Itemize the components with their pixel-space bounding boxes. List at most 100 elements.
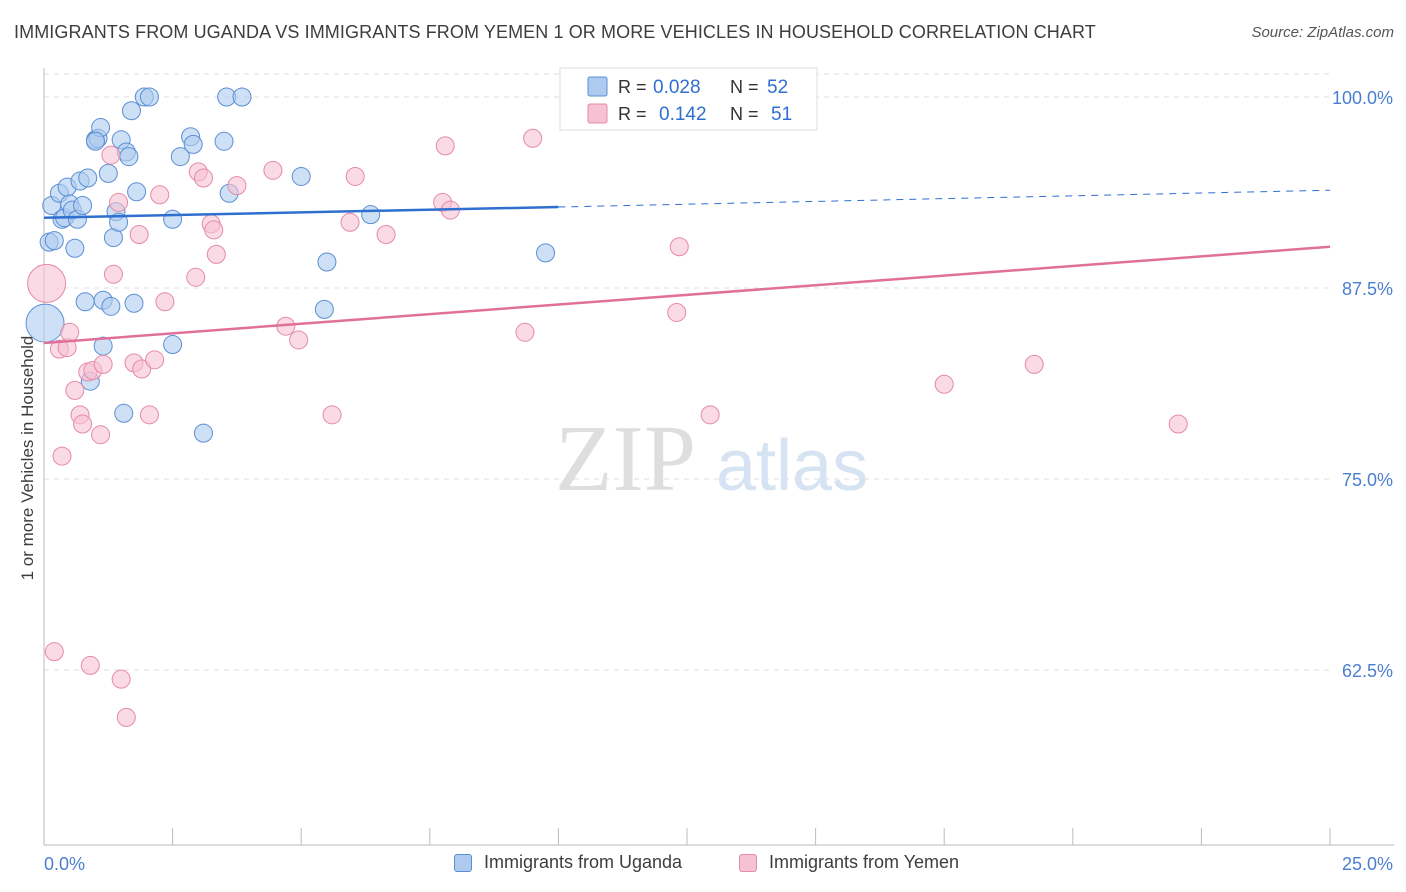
legend-item-uganda[interactable]: Immigrants from Uganda [454,852,682,873]
legend-label-uganda: Immigrants from Uganda [484,852,683,872]
yemen-point-17 [111,669,131,689]
yemen-point-15 [103,264,123,284]
yemen-point-39 [376,225,396,245]
uganda-point-10 [65,238,85,258]
uganda-point-14 [75,292,95,312]
uganda-point-45 [291,166,311,186]
yemen-trend-line [43,245,1331,345]
uganda-point-48 [361,205,381,225]
yemen-point-48 [934,374,954,394]
yemen-point-1 [44,642,64,662]
uganda-point-3 [44,231,64,251]
legend-swatch-yemen-bottom [739,853,757,872]
yemen-point-49 [1024,354,1044,374]
yemen-point-24 [150,185,170,205]
source-attribution: Source: ZipAtlas.com [1251,24,1394,41]
yemen-point-46 [667,302,687,322]
gridlines [44,73,1330,671]
legend-item-yemen[interactable]: Immigrants from Yemen [739,852,959,873]
yemen-point-32 [227,176,247,196]
y-tick-label-0: 62.5% [1342,661,1393,681]
yemen-point-31 [206,244,226,264]
uganda-point-25 [109,212,129,232]
uganda-point-13 [73,195,93,215]
legend-r-label-yemen: R = [618,104,647,124]
yemen-point-13 [93,354,113,374]
watermark-zip: ZIP [555,407,696,511]
uganda-point-15 [78,168,98,188]
watermark-atlas: atlas [716,426,868,506]
legend-label-yemen: Immigrants from Yemen [769,852,960,872]
yemen-point-12 [91,425,111,445]
uganda-point-47 [317,252,337,272]
uganda-point-44 [232,87,252,107]
yemen-point-20 [129,225,149,245]
chart-title: IMMIGRANTS FROM UGANDA VS IMMIGRANTS FRO… [14,22,1096,42]
legend-n-label-yemen: N = [730,104,759,124]
yemen-point-6 [65,380,85,400]
yemen-point-16 [109,192,129,212]
yemen-point-22 [139,405,159,425]
y-tick-label-1: 75.0% [1342,470,1393,490]
yemen-point-38 [345,166,365,186]
uganda-point-27 [114,403,134,423]
yemen-point-18 [116,707,136,727]
y-tick-label-2: 87.5% [1342,279,1393,299]
yemen-point-43 [515,322,535,342]
trend-lines [43,189,1331,345]
uganda-point-21 [98,163,118,183]
uganda-point-32 [127,182,147,202]
uganda-point-39 [183,134,203,154]
legend-swatch-uganda-bottom [454,853,472,872]
uganda-point-41 [214,131,234,151]
uganda-point-31 [124,293,144,313]
yemen-point-10 [80,655,100,675]
uganda-point-36 [163,209,183,229]
yemen-point-23 [145,350,165,370]
uganda-point-0 [25,303,65,343]
legend-swatch-yemen [587,103,608,124]
uganda-point-30 [121,101,141,121]
uganda-point-29 [119,147,139,167]
yemen-point-3 [52,446,72,466]
yemen-point-0 [27,263,67,303]
axes [43,68,1394,846]
uganda-point-51 [85,131,105,151]
yemen-point-8 [73,414,93,434]
yemen-point-50 [1168,414,1188,434]
yemen-point-28 [193,168,213,188]
watermark: ZIP atlas [555,407,868,511]
legend-r-value-yemen: 0.142 [659,104,707,125]
stats-legend: R = 0.028 N = 52 R = 0.142 N = 51 [559,67,818,131]
yemen-point-37 [340,212,360,232]
legend-swatch-uganda [587,76,608,97]
uganda-point-37 [170,147,190,167]
yemen-point-25 [155,292,175,312]
uganda-trend-line [43,205,559,219]
yemen-point-33 [263,160,283,180]
x-tick-label-min: 0.0% [44,854,85,874]
yemen-point-36 [322,405,342,425]
y-tick-labels: 62.5% 75.0% 87.5% 100.0% [1332,88,1393,681]
yemen-point-26 [186,267,206,287]
yemen-point-45 [669,237,689,257]
uganda-point-22 [101,296,121,316]
x-tick-labels: 0.0% 25.0% [44,854,1393,874]
uganda-point-49 [536,243,556,263]
yemen-point-44 [523,128,543,148]
yemen-point-35 [289,330,309,350]
yemen-point-21 [132,359,152,379]
yemen-point-47 [700,405,720,425]
uganda-trend-extension [558,189,1331,208]
yemen-point-5 [60,322,80,342]
yemen-point-41 [435,136,455,156]
legend-n-label-uganda: N = [730,77,759,97]
legend-n-value-uganda: 52 [767,77,788,98]
yemen-point-30 [204,220,224,240]
yemen-point-14 [101,145,121,165]
data-points [25,87,1188,727]
x-tick-label-max: 25.0% [1342,854,1393,874]
y-tick-label-3: 100.0% [1332,88,1393,108]
uganda-point-46 [314,299,334,319]
